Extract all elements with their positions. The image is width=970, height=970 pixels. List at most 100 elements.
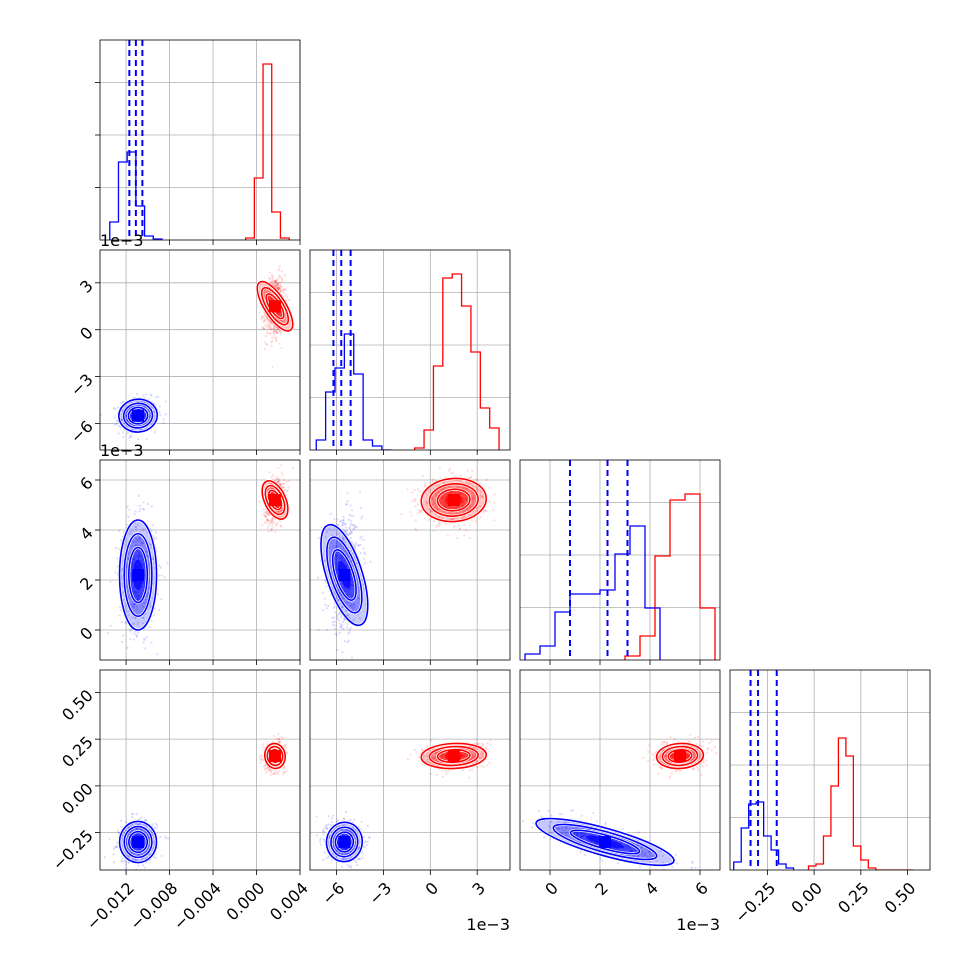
scatter-point <box>123 859 126 862</box>
scatter-point <box>124 622 127 625</box>
scatter-point <box>262 320 266 323</box>
scatter-point <box>136 549 139 552</box>
scatter-point <box>143 414 147 417</box>
scatter-point <box>325 585 328 588</box>
contour-line <box>320 523 369 627</box>
scatter-point <box>271 336 274 339</box>
scatter-point <box>140 591 143 594</box>
scatter-point <box>263 514 266 517</box>
scatter-point <box>441 496 445 499</box>
scatter-point <box>350 584 353 587</box>
scatter-point <box>334 556 337 559</box>
scatter-point <box>352 618 356 621</box>
scatter-point <box>273 329 277 332</box>
scatter-point <box>146 531 149 534</box>
scatter-point <box>116 829 119 832</box>
scatter-point <box>416 488 420 491</box>
scatter-point <box>463 498 466 502</box>
scatter-point <box>277 738 280 741</box>
scatter-point <box>137 631 140 634</box>
scatter-point <box>267 295 270 298</box>
scatter-point <box>131 540 135 544</box>
scatter-point <box>479 505 482 508</box>
scatter-point <box>418 511 422 514</box>
scatter-point <box>278 477 281 480</box>
scatter-point <box>135 590 138 594</box>
scatter-point <box>150 505 154 508</box>
scatter-point <box>472 498 475 501</box>
scatter-point <box>130 561 134 564</box>
scatter-point <box>266 767 269 770</box>
scatter-point <box>280 290 283 293</box>
scatter-point <box>340 556 344 559</box>
scatter-point <box>463 494 466 497</box>
scatter-point <box>338 557 341 560</box>
scatter-point <box>130 414 133 418</box>
scatter-point <box>346 632 350 635</box>
scatter-point <box>470 498 474 501</box>
scatter-point <box>264 515 268 518</box>
scatter-point <box>443 486 446 489</box>
scatter-point <box>459 486 463 489</box>
scatter-point <box>461 505 464 508</box>
scatter-point <box>274 737 278 741</box>
scatter-point <box>274 281 277 284</box>
scatter-point <box>112 853 115 856</box>
scatter-point <box>120 418 124 421</box>
scatter-point <box>279 484 282 487</box>
scatter-point <box>260 524 263 527</box>
scatter-point <box>267 297 270 300</box>
scatter-point <box>482 511 485 514</box>
scatter-point <box>150 830 153 833</box>
scatter-point <box>279 331 282 334</box>
scatter-point <box>129 572 133 575</box>
scatter-point <box>418 509 421 512</box>
scatter-point <box>333 590 336 594</box>
scatter-point <box>279 313 282 317</box>
scatter-point <box>471 495 474 498</box>
contour-line <box>326 536 363 614</box>
scatter-point <box>140 542 144 545</box>
scatter-point <box>479 490 482 493</box>
scatter-point <box>278 264 281 267</box>
scatter-point <box>270 297 273 300</box>
scatter-point <box>420 510 423 513</box>
scatter-point <box>117 432 120 435</box>
scatter-point <box>335 569 338 572</box>
scatter-point <box>127 826 130 829</box>
scatter-point <box>270 341 273 344</box>
scatter-point <box>447 469 451 472</box>
scatter-point <box>444 523 447 526</box>
scatter-point <box>139 538 142 541</box>
scatter-point <box>264 334 268 338</box>
contour-line <box>428 483 479 517</box>
scatter-point <box>334 553 337 556</box>
scatter-point <box>277 277 280 280</box>
scatter-point <box>338 592 341 595</box>
scatter-point <box>344 601 348 604</box>
scatter-point <box>462 500 465 503</box>
scatter-point <box>451 491 455 494</box>
scatter-point <box>135 634 139 637</box>
scatter-point <box>291 466 294 469</box>
scatter-point <box>455 516 459 520</box>
scatter-point <box>134 859 137 862</box>
scatter-point <box>148 581 151 584</box>
scatter-point <box>130 414 133 417</box>
scatter-point <box>341 620 345 623</box>
scatter-point <box>418 490 422 493</box>
scatter-point <box>273 280 276 283</box>
scatter-point <box>135 827 139 830</box>
scatter-point <box>336 615 339 618</box>
scatter-point <box>479 490 483 493</box>
scatter-point <box>142 562 145 565</box>
scatter-point <box>275 283 278 286</box>
scatter-point <box>338 612 341 615</box>
scatter-point <box>462 486 465 489</box>
scatter-point <box>349 530 353 533</box>
scatter-point <box>338 556 341 560</box>
scatter-point <box>362 538 365 542</box>
scatter-point <box>274 330 277 334</box>
scatter-point <box>411 491 414 494</box>
scatter-point <box>341 523 345 526</box>
